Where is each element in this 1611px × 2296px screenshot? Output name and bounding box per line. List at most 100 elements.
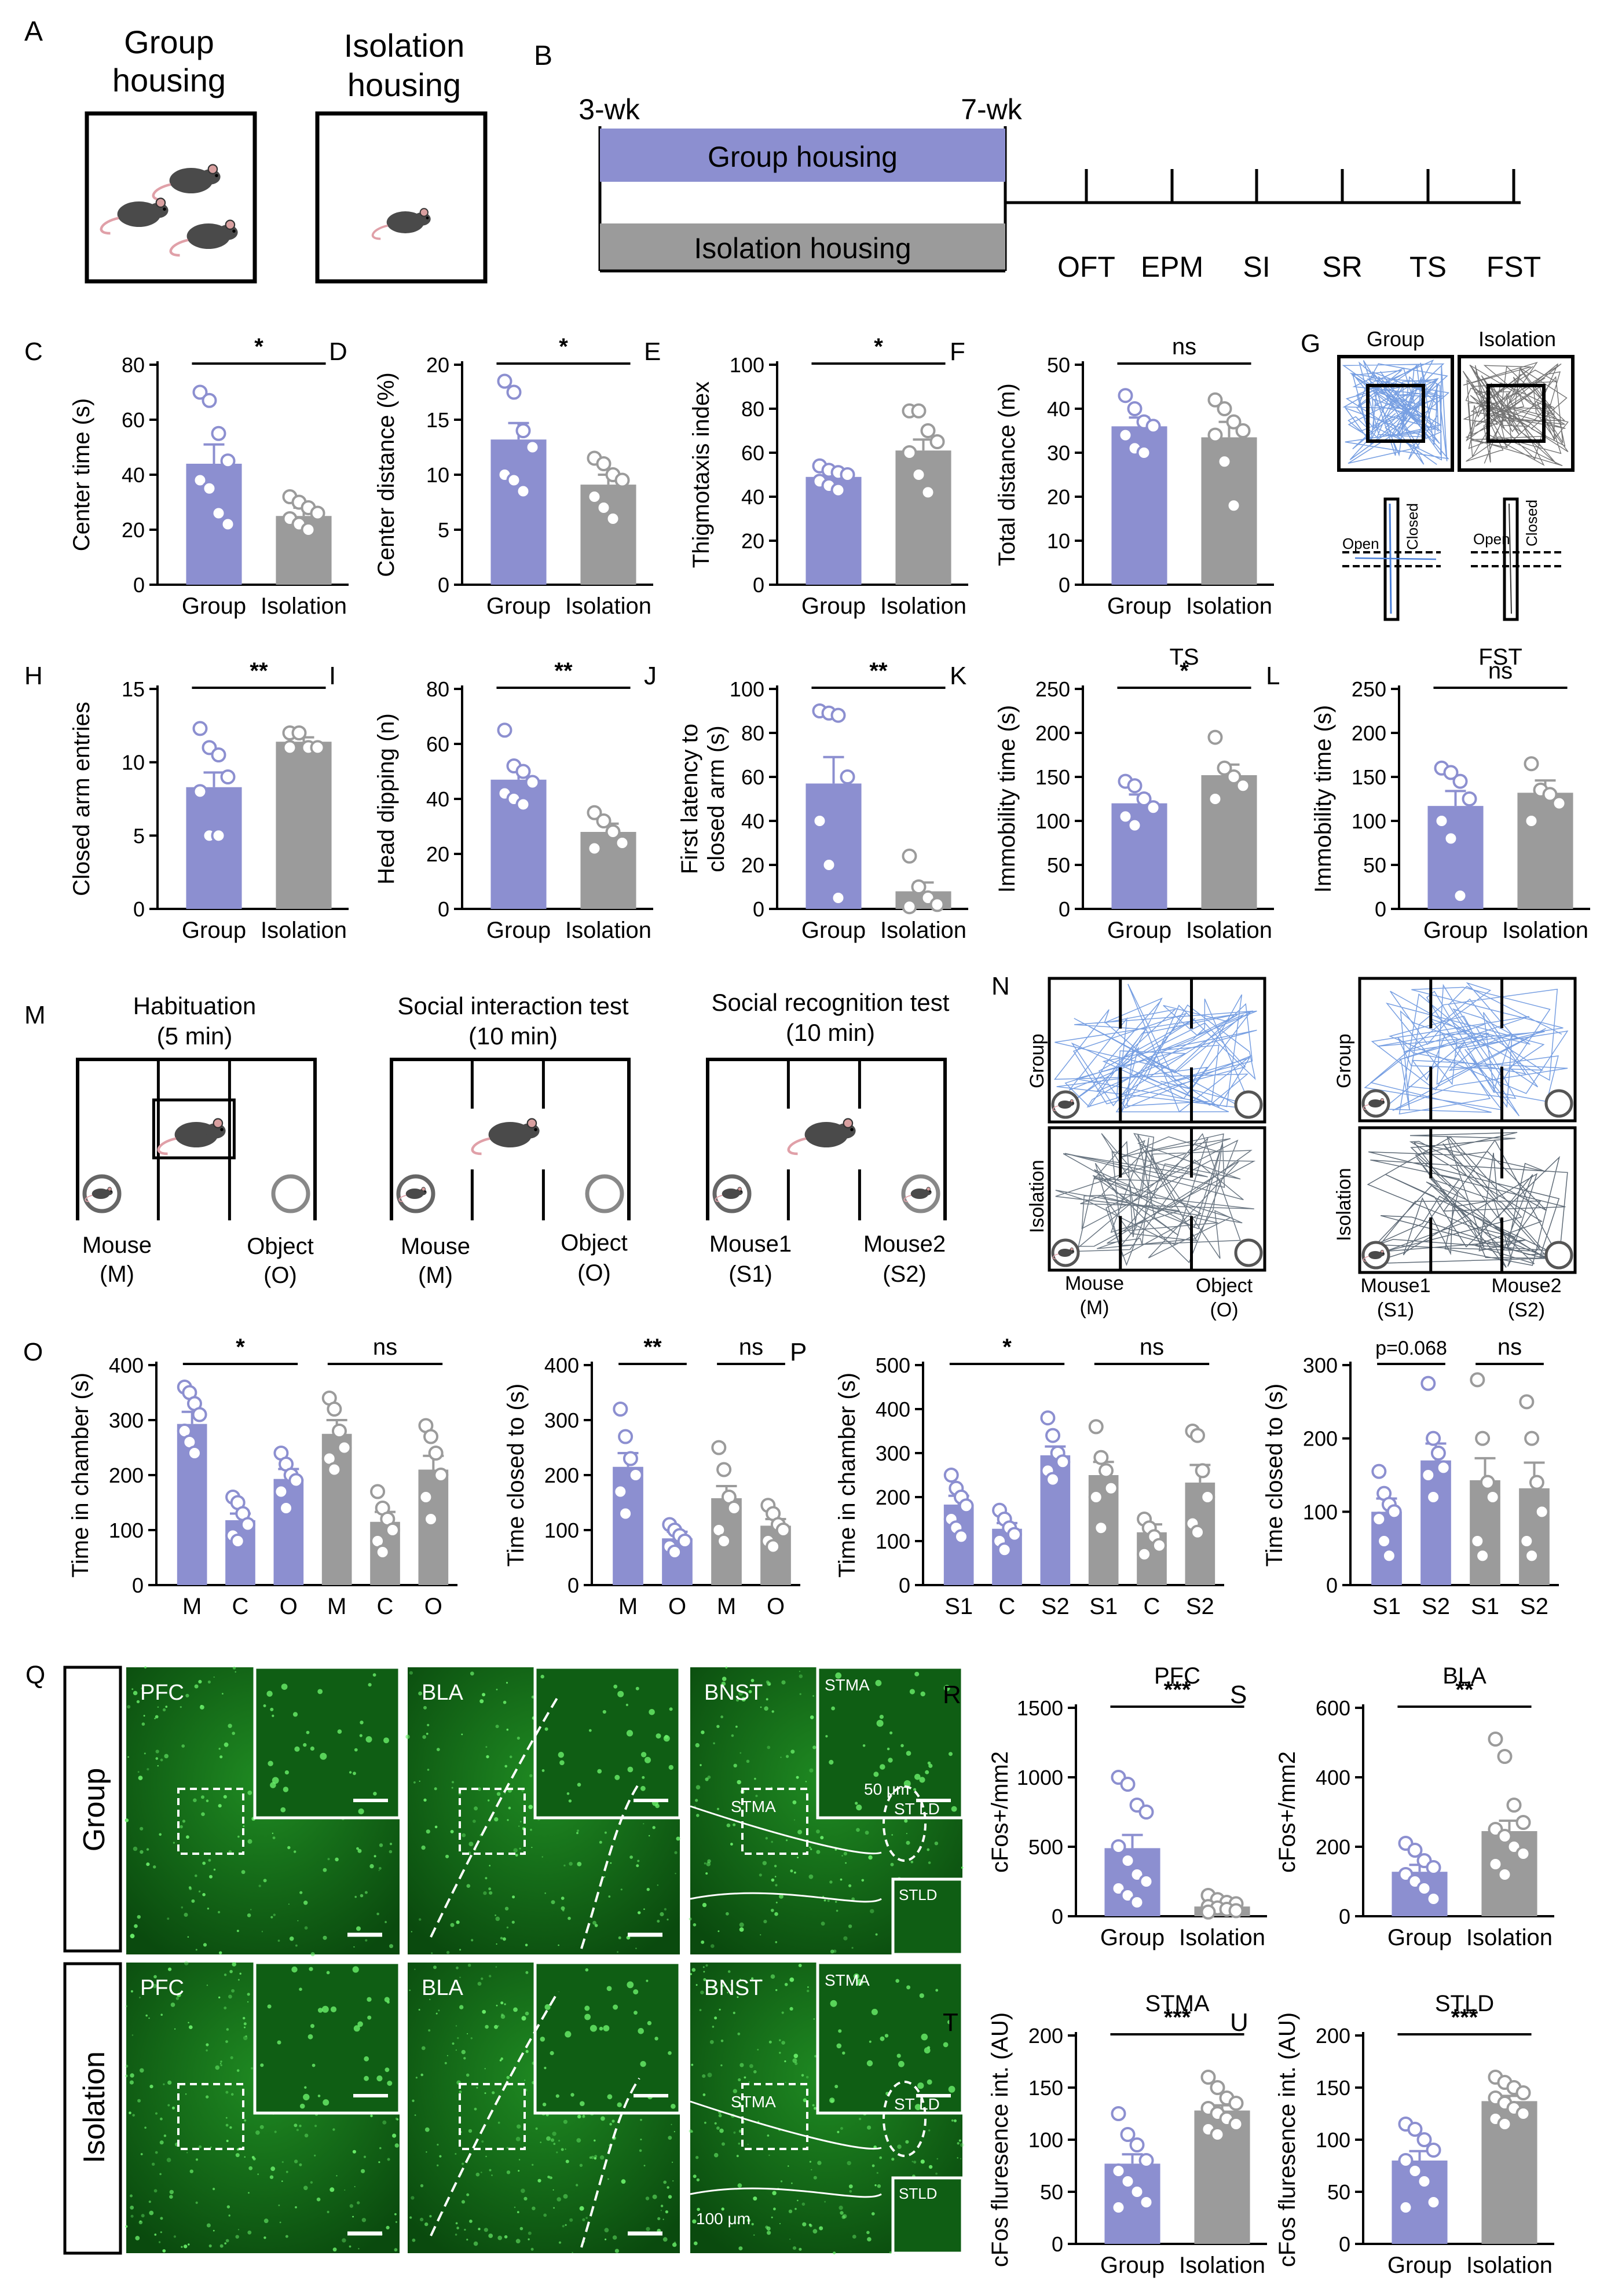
data-point [1226, 414, 1242, 430]
data-point [1200, 1490, 1215, 1505]
chart-K: K TS 0 50 100 150 200 250 Immobility time (s) Gro… [950, 644, 1274, 943]
data-point [1138, 2153, 1154, 2168]
data-point [1371, 1464, 1387, 1479]
y-tick-label: 400 [544, 1354, 579, 1377]
data-point [211, 426, 226, 441]
data-point [336, 1440, 352, 1455]
x-tick-label: Isolation [1186, 918, 1272, 943]
data-point [613, 1484, 628, 1499]
y-tick-label: 80 [741, 397, 764, 421]
data-point [1118, 427, 1133, 443]
data-point [1118, 388, 1133, 404]
y-tick-label: 100 [730, 353, 764, 377]
data-point [1386, 1504, 1402, 1520]
y-tick-label: 100 [1316, 2128, 1350, 2152]
chart-F: F 0 10 20 30 40 50 Total distance (m) Group Isola… [950, 334, 1274, 619]
x-tick-label: S1 [1471, 1594, 1499, 1619]
g-closed-label-1: Closed [1404, 503, 1421, 550]
y-tick-label: 200 [1035, 721, 1070, 745]
data-point [1452, 888, 1468, 904]
data-point [1426, 1860, 1441, 1875]
y-tick-label: 10 [426, 463, 449, 487]
g-isolation-label: Isolation [1478, 327, 1556, 351]
mouse-icon [153, 165, 221, 200]
y-tick-label: 40 [741, 809, 764, 833]
timeline-test-label: SR [1322, 251, 1362, 283]
data-point [920, 423, 936, 438]
chart-C: C 0 20 40 60 80 Center time (s) Group Isolation * [24, 334, 349, 619]
chart-T: T STMA 0 50 100 150 200 cFos fluresence int. (A… [943, 1991, 1267, 2278]
m-label-4a: Object [561, 1230, 628, 1256]
data-point [506, 384, 522, 400]
data-point [1371, 1512, 1387, 1527]
stld-label: ST LD [894, 1800, 940, 1818]
x-tick-label: C [232, 1594, 249, 1619]
data-point [1151, 1538, 1167, 1553]
y-tick-label: 50 [1363, 853, 1386, 877]
m-label-6b: (S2) [883, 1261, 927, 1287]
significance-label: ** [250, 658, 268, 684]
data-point [279, 1501, 294, 1516]
m-label-6a: Mouse2 [863, 1231, 946, 1257]
y-tick-label: 600 [1316, 1696, 1350, 1720]
x-tick-label: Isolation [261, 918, 347, 943]
y-tick-label: 80 [122, 353, 145, 377]
significance-label: ns [373, 1334, 397, 1360]
x-tick-label: Isolation [1186, 593, 1272, 619]
panel-letter: C [24, 338, 43, 366]
g-group-label: Group [1367, 327, 1425, 351]
x-tick-label: Isolation [1466, 2253, 1553, 2278]
trace-path [1342, 359, 1450, 465]
data-point [821, 857, 837, 872]
data-point [605, 511, 621, 526]
data-point [1420, 1376, 1436, 1391]
isolation-housing-label-1: Isolation [344, 27, 465, 64]
data-point [327, 1462, 342, 1477]
data-point [385, 1523, 400, 1538]
significance-label: * [1180, 658, 1189, 684]
chart-H: H 0 5 10 15 Closed arm entries Group Isolation *… [24, 658, 349, 943]
chart-title: TS [1169, 644, 1199, 670]
data-point [618, 1506, 634, 1521]
y-tick-label: 200 [1316, 1835, 1350, 1859]
data-point [1376, 1534, 1392, 1549]
panel-letter: K [950, 662, 966, 690]
data-point [202, 481, 217, 496]
data-point [1515, 1815, 1531, 1830]
data-point [282, 740, 298, 755]
y-axis-label: cFos+/mm2 [987, 1751, 1013, 1873]
data-point [310, 740, 325, 755]
data-point [1103, 1480, 1119, 1496]
y-tick-label: 150 [1035, 765, 1070, 789]
data-point [1098, 1463, 1114, 1479]
data-point [1138, 1804, 1154, 1820]
y-tick-label: 40 [741, 485, 764, 509]
data-point [186, 1446, 202, 1461]
n-iso-label-1: Isolation [1026, 1160, 1048, 1233]
cup-right [585, 1174, 624, 1213]
data-point [1235, 778, 1251, 794]
data-point [515, 483, 531, 499]
data-point [1127, 817, 1143, 833]
x-tick-label: C [999, 1594, 1016, 1619]
x-tick-label: Group [801, 593, 866, 619]
x-tick-label: Group [1387, 2253, 1452, 2278]
y-tick-label: 100 [1035, 809, 1070, 833]
bar-charts: C 0 20 40 60 80 Center time (s) Group Isolation *… [23, 334, 1590, 2278]
data-point [1407, 2163, 1423, 2178]
data-point [515, 764, 531, 779]
open-field-isolation-trace [1462, 361, 1569, 467]
n-label-4a: Mouse2 [1492, 1275, 1562, 1297]
y-tick-label: 0 [1339, 1905, 1350, 1928]
data-point [911, 879, 927, 894]
data-point [911, 403, 927, 419]
stld-inset-label: STLD [899, 1886, 937, 1903]
m-title-2b: (10 min) [468, 1022, 558, 1050]
data-point [1040, 1410, 1056, 1426]
data-point [830, 482, 846, 498]
x-tick-label: S2 [1422, 1594, 1450, 1619]
significance-label: ** [1455, 1677, 1474, 1703]
data-point [1045, 1472, 1061, 1487]
data-point [1137, 1546, 1152, 1562]
panel-letter: R [943, 1681, 961, 1709]
